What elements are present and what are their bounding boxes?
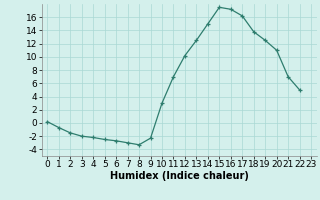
X-axis label: Humidex (Indice chaleur): Humidex (Indice chaleur) [110,171,249,181]
